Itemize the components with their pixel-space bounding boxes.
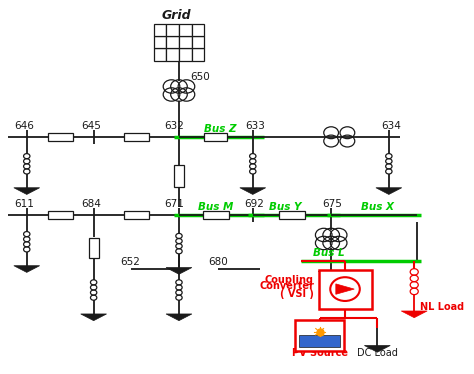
Text: 680: 680: [208, 257, 228, 267]
Text: 646: 646: [15, 121, 35, 131]
Text: 650: 650: [191, 73, 210, 83]
Bar: [179, 36, 191, 48]
Text: 675: 675: [323, 199, 343, 209]
Bar: [191, 48, 204, 61]
Bar: [319, 270, 372, 309]
Polygon shape: [14, 188, 40, 194]
Bar: [47, 133, 73, 141]
Polygon shape: [365, 346, 390, 352]
Bar: [179, 48, 191, 61]
Bar: [154, 36, 166, 48]
Text: 684: 684: [82, 199, 101, 209]
Text: 611: 611: [15, 199, 35, 209]
Text: DC Load: DC Load: [357, 348, 398, 358]
Polygon shape: [336, 284, 354, 294]
Bar: [166, 24, 179, 36]
Bar: [295, 320, 344, 351]
Text: Converter: Converter: [259, 281, 314, 291]
Bar: [124, 211, 149, 219]
Bar: [279, 211, 305, 219]
Text: NL Load: NL Load: [420, 301, 464, 312]
Bar: [166, 36, 179, 48]
Text: 645: 645: [82, 121, 101, 131]
Bar: [299, 334, 340, 347]
Polygon shape: [81, 314, 107, 321]
Text: PV Source: PV Source: [292, 348, 347, 358]
Text: Bus X: Bus X: [361, 202, 394, 212]
Text: Grid: Grid: [162, 9, 191, 22]
Polygon shape: [318, 271, 344, 278]
Bar: [166, 48, 179, 61]
Bar: [154, 48, 166, 61]
Text: Coupling: Coupling: [265, 275, 314, 285]
Text: 671: 671: [164, 199, 184, 209]
Text: Bus Z: Bus Z: [204, 124, 237, 134]
Bar: [191, 36, 204, 48]
Text: 634: 634: [381, 121, 401, 131]
Polygon shape: [166, 314, 192, 321]
Bar: [154, 24, 166, 36]
Text: 632: 632: [164, 121, 184, 131]
Text: ( VSI ): ( VSI ): [280, 288, 314, 298]
Polygon shape: [14, 266, 40, 272]
Polygon shape: [166, 267, 192, 274]
Polygon shape: [376, 188, 402, 194]
Bar: [174, 165, 184, 187]
Text: Bus L: Bus L: [313, 248, 345, 258]
Text: Bus M: Bus M: [198, 202, 234, 212]
Bar: [89, 238, 99, 258]
Bar: [47, 211, 73, 219]
Polygon shape: [240, 188, 266, 194]
Bar: [179, 24, 191, 36]
Bar: [203, 211, 228, 219]
Polygon shape: [401, 311, 427, 318]
Text: 692: 692: [244, 199, 264, 209]
Text: 652: 652: [120, 257, 140, 267]
Text: 633: 633: [245, 121, 265, 131]
Text: Bus Y: Bus Y: [269, 202, 301, 212]
Bar: [191, 24, 204, 36]
Bar: [124, 133, 149, 141]
Bar: [204, 133, 228, 141]
